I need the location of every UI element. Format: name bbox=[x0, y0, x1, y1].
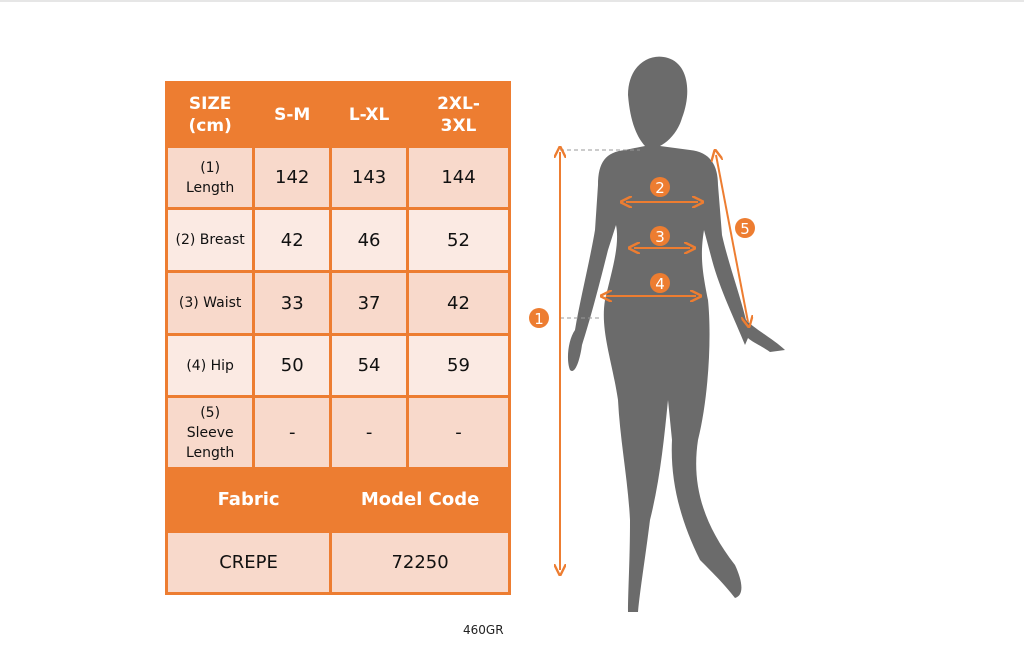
cell: 42 bbox=[406, 270, 511, 336]
svg-text:3: 3 bbox=[655, 228, 665, 246]
table-row: (2) Breast 42 46 52 bbox=[164, 207, 511, 273]
weight-label: 460GR bbox=[463, 623, 504, 637]
row-label: (4) Hip bbox=[164, 333, 256, 398]
header-row: SIZE (cm) S-M L-XL 2XL-3XL bbox=[164, 81, 511, 148]
fabric-header: Fabric bbox=[164, 467, 333, 533]
table-row: (4) Hip 50 54 59 bbox=[164, 333, 511, 398]
table-row: (3) Waist 33 37 42 bbox=[164, 270, 511, 336]
cell: - bbox=[252, 395, 333, 470]
row-label: (3) Waist bbox=[164, 270, 256, 336]
cell: 52 bbox=[406, 207, 511, 273]
cell: 59 bbox=[406, 333, 511, 398]
top-border bbox=[0, 0, 1024, 2]
fabric-value: CREPE bbox=[164, 530, 333, 595]
row-label: (1) Length bbox=[164, 145, 256, 210]
marker-2: 2 bbox=[650, 177, 670, 197]
cell: 42 bbox=[252, 207, 333, 273]
cell: 142 bbox=[252, 145, 333, 210]
header-l-xl: L-XL bbox=[329, 81, 409, 148]
cell: 143 bbox=[329, 145, 409, 210]
cell: 46 bbox=[329, 207, 409, 273]
svg-text:2: 2 bbox=[655, 179, 665, 197]
silhouette bbox=[567, 56, 785, 612]
header-s-m: S-M bbox=[252, 81, 333, 148]
marker-5: 5 bbox=[735, 218, 755, 238]
svg-text:4: 4 bbox=[655, 275, 665, 293]
marker-4: 4 bbox=[650, 273, 670, 293]
table-row: (5) Sleeve Length - - - bbox=[164, 395, 511, 470]
table-row: (1) Length 142 143 144 bbox=[164, 145, 511, 210]
body-silhouette-diagram: 1 2 3 4 5 bbox=[529, 56, 785, 612]
marker-1: 1 bbox=[529, 308, 549, 328]
row-label: (2) Breast bbox=[164, 207, 256, 273]
footer-value-row: CREPE 72250 bbox=[164, 530, 511, 595]
cell: 54 bbox=[329, 333, 409, 398]
footer-header-row: Fabric Model Code bbox=[164, 467, 511, 533]
header-size: SIZE (cm) bbox=[164, 81, 256, 148]
svg-text:5: 5 bbox=[740, 220, 750, 238]
cell: - bbox=[406, 395, 511, 470]
sleeve-arrow bbox=[716, 155, 748, 322]
cell: 37 bbox=[329, 270, 409, 336]
row-label: (5) Sleeve Length bbox=[164, 395, 256, 470]
cell: - bbox=[329, 395, 409, 470]
svg-text:1: 1 bbox=[534, 310, 544, 328]
size-chart-table: SIZE (cm) S-M L-XL 2XL-3XL (1) Length 14… bbox=[164, 81, 511, 595]
cell: 144 bbox=[406, 145, 511, 210]
model-code-value: 72250 bbox=[329, 530, 511, 595]
model-code-header: Model Code bbox=[329, 467, 511, 533]
header-2xl-3xl: 2XL-3XL bbox=[406, 81, 511, 148]
cell: 50 bbox=[252, 333, 333, 398]
marker-3: 3 bbox=[650, 226, 670, 246]
cell: 33 bbox=[252, 270, 333, 336]
